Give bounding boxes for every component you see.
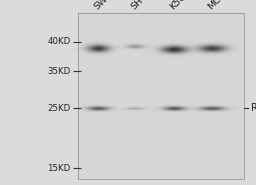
Text: RNF166: RNF166 <box>251 103 256 113</box>
Bar <box>78 13 244 179</box>
Text: 25KD: 25KD <box>47 104 70 113</box>
Text: SH-SY5Y: SH-SY5Y <box>129 0 164 11</box>
Text: K562: K562 <box>168 0 191 11</box>
Text: SW480: SW480 <box>92 0 122 11</box>
Text: 35KD: 35KD <box>47 67 70 76</box>
Text: 15KD: 15KD <box>47 164 70 173</box>
Text: MCF7: MCF7 <box>206 0 231 11</box>
Text: 40KD: 40KD <box>47 37 70 46</box>
